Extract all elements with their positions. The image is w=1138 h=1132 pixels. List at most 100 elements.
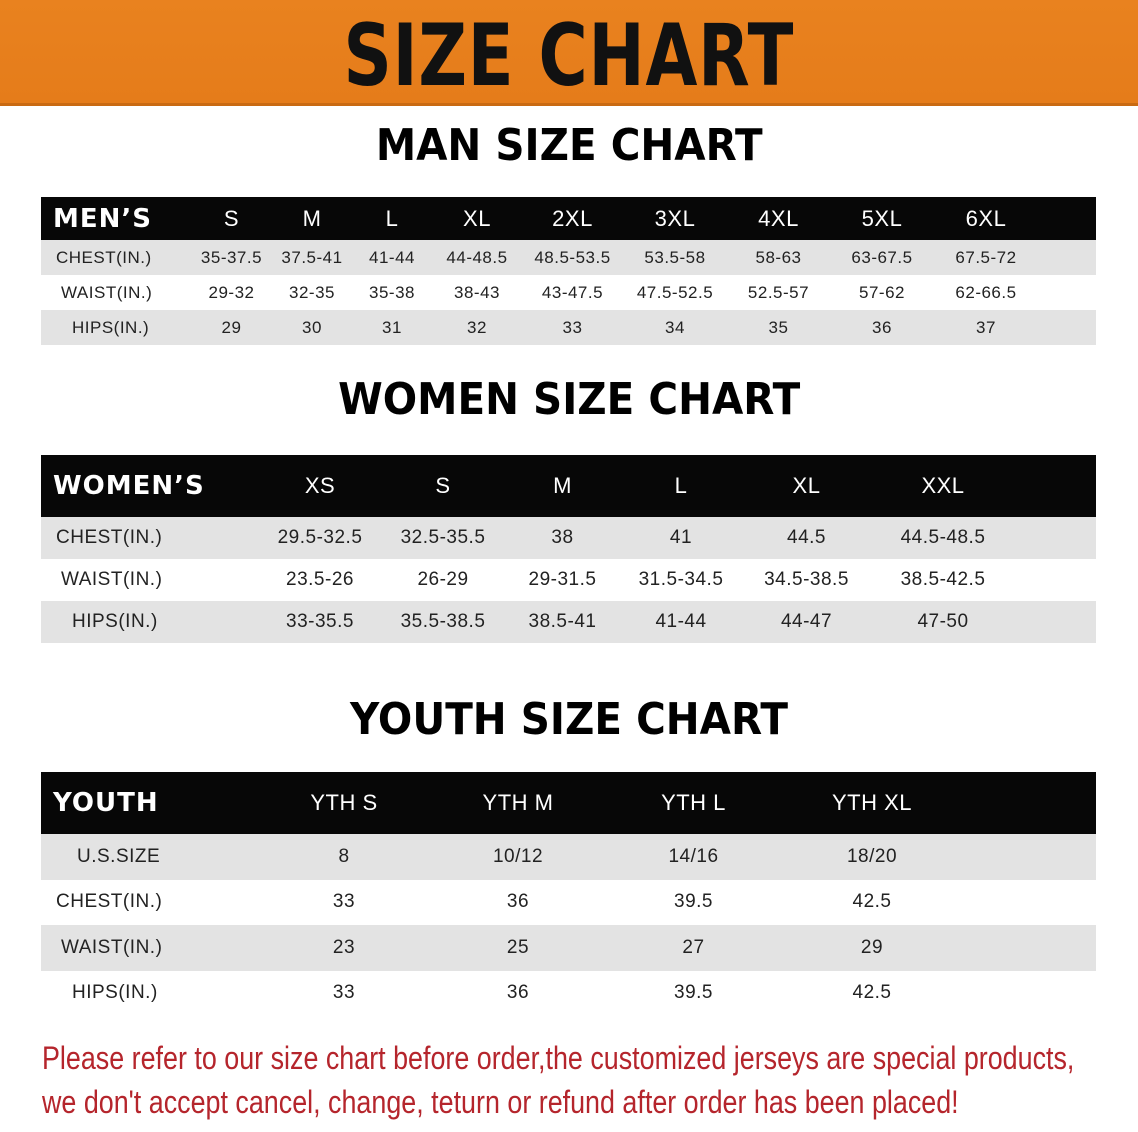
measurement-cell: 58-63	[755, 247, 802, 267]
measurement-cell: 31.5-34.5	[638, 569, 724, 590]
measurement-cell: 32-35	[289, 282, 335, 302]
size-chart-banner: SIZE CHART	[0, 0, 1138, 106]
measurement-cell: 34	[665, 317, 685, 337]
measurement-cell: 37	[976, 317, 996, 337]
table-row: U.S.SIZE 8 10/12 14/16 18/20	[41, 834, 1096, 880]
table-label: YOUTH	[53, 788, 159, 818]
measurement-cell: 33	[332, 891, 356, 913]
youth-title: YOUTH SIZE CHART	[0, 694, 1138, 745]
table-label: MEN’S	[53, 203, 152, 234]
size-header: S	[435, 473, 451, 498]
measurement-cell: 33-35.5	[286, 611, 354, 632]
measurement-cell: 53.5-58	[644, 247, 706, 267]
measurement-cell: 63-67.5	[851, 247, 913, 267]
measurement-cell: 29.5-32.5	[277, 527, 363, 548]
measurement-cell: 44.5-48.5	[900, 527, 986, 548]
size-header: XXL	[921, 473, 965, 498]
table-row: HIPS(IN.) 29 30 31 32 33 34 35 36 37	[41, 310, 1096, 345]
measurement-cell: 35	[768, 317, 789, 337]
size-header: XS	[304, 473, 336, 498]
measurement-cell: 43-47.5	[541, 282, 604, 302]
size-header: 5XL	[861, 205, 903, 231]
measurement-cell: 42.5	[852, 982, 892, 1004]
mens-title-text: MAN SIZE CHART	[375, 120, 763, 171]
row-label: WAIST(IN.)	[61, 282, 153, 302]
measurement-cell: 52.5-57	[747, 282, 810, 302]
table-row: CHEST(IN.) 33 36 39.5 42.5	[41, 880, 1096, 926]
table-row: WAIST(IN.) 23 25 27 29	[41, 925, 1096, 971]
measurement-cell: 32	[467, 317, 487, 337]
measurement-cell: 23.5-26	[286, 569, 354, 590]
measurement-cell: 29	[860, 936, 884, 958]
size-header: XL	[792, 473, 821, 498]
measurement-cell: 44-48.5	[446, 247, 508, 267]
measurement-cell: 25	[506, 936, 530, 958]
measurement-cell: 39.5	[674, 891, 713, 913]
measurement-cell: 31	[382, 317, 402, 337]
size-header: S	[223, 205, 240, 231]
size-header: L	[385, 205, 399, 231]
measurement-cell: 44.5	[787, 527, 826, 548]
order-notice-line-2: we don't accept cancel, change, teturn o…	[42, 1084, 959, 1120]
table-row: HIPS(IN.) 33-35.5 35.5-38.5 38.5-41 41-44 44-…	[41, 601, 1096, 643]
measurement-cell: 29	[221, 317, 242, 337]
size-header: YTH S	[310, 790, 378, 815]
size-header: M	[553, 473, 572, 498]
measurement-cell: 8	[338, 845, 350, 867]
table-row: HIPS(IN.) 33 36 39.5 42.5	[41, 971, 1096, 1017]
header-row: WOMEN’S XS S M L XL XXL	[41, 455, 1096, 517]
measurement-cell: 38.5-41	[528, 611, 597, 632]
row-label: CHEST(IN.)	[56, 891, 163, 913]
table-row: WAIST(IN.) 29-32 32-35 35-38 38-43 43-47.5 47.…	[41, 275, 1096, 310]
measurement-cell: 47.5-52.5	[636, 282, 714, 302]
youth-title-text: YOUTH SIZE CHART	[350, 694, 788, 745]
row-label: WAIST(IN.)	[61, 569, 163, 590]
row-label: CHEST(IN.)	[56, 527, 163, 548]
size-header: 4XL	[758, 205, 799, 231]
size-header: XL	[463, 205, 491, 231]
measurement-cell: 29-31.5	[528, 569, 597, 590]
measurement-cell: 44-47	[780, 611, 833, 632]
table-row: CHEST(IN.) 29.5-32.5 32.5-35.5 38 41 44.5 44.5…	[41, 517, 1096, 559]
row-label: CHEST(IN.)	[56, 247, 152, 267]
measurement-cell: 57-62	[859, 282, 905, 302]
measurement-cell: 42.5	[852, 891, 892, 913]
measurement-cell: 33	[332, 982, 356, 1004]
measurement-cell: 23	[332, 936, 356, 958]
measurement-cell: 34.5-38.5	[764, 569, 849, 590]
row-label: U.S.SIZE	[77, 845, 161, 867]
measurement-cell: 36	[872, 317, 892, 337]
measurement-cell: 36	[506, 982, 530, 1004]
measurement-cell: 10/12	[492, 845, 544, 867]
table-row: CHEST(IN.) 35-37.5 37.5-41 41-44 44-48.5 48.5…	[41, 240, 1096, 275]
womens-title-text: WOMEN SIZE CHART	[337, 374, 801, 425]
measurement-cell: 32.5-35.5	[400, 527, 486, 548]
table-row: WAIST(IN.) 23.5-26 26-29 29-31.5 31.5-34.5 34…	[41, 559, 1096, 601]
womens-size-table: WOMEN’S XS S M L XL XXL CHEST(IN.) 29.5-32.5 32.5…	[41, 455, 1096, 643]
mens-size-table: MEN’S S M L XL 2XL 3XL 4XL 5XL 6XL CHEST(IN.) 35-37…	[41, 197, 1096, 345]
measurement-cell: 47-50	[917, 611, 969, 632]
order-notice: Please refer to our size chart before or…	[42, 1036, 1074, 1124]
measurement-cell: 35.5-38.5	[400, 611, 486, 632]
size-header: 3XL	[654, 205, 696, 231]
row-label: HIPS(IN.)	[72, 317, 150, 337]
womens-title: WOMEN SIZE CHART	[0, 374, 1138, 425]
measurement-cell: 35-37.5	[200, 247, 263, 267]
measurement-cell: 29-32	[208, 282, 255, 302]
measurement-cell: 14/16	[668, 845, 719, 867]
row-label: HIPS(IN.)	[72, 982, 158, 1004]
header-row: MEN’S S M L XL 2XL 3XL 4XL 5XL 6XL	[41, 197, 1096, 240]
size-header: 2XL	[552, 205, 593, 231]
size-header: YTH M	[482, 790, 554, 815]
size-header: M	[302, 205, 322, 231]
measurement-cell: 41-44	[655, 611, 707, 632]
header-row: YOUTH YTH S YTH M YTH L YTH XL	[41, 772, 1096, 834]
measurement-cell: 62-66.5	[955, 282, 1017, 302]
measurement-cell: 27	[682, 936, 705, 958]
measurement-cell: 26-29	[417, 569, 469, 590]
order-notice-line-1: Please refer to our size chart before or…	[42, 1040, 1075, 1076]
size-header: YTH L	[661, 790, 726, 815]
measurement-cell: 33	[562, 317, 583, 337]
row-label: WAIST(IN.)	[61, 936, 163, 958]
measurement-cell: 41-44	[369, 247, 415, 267]
